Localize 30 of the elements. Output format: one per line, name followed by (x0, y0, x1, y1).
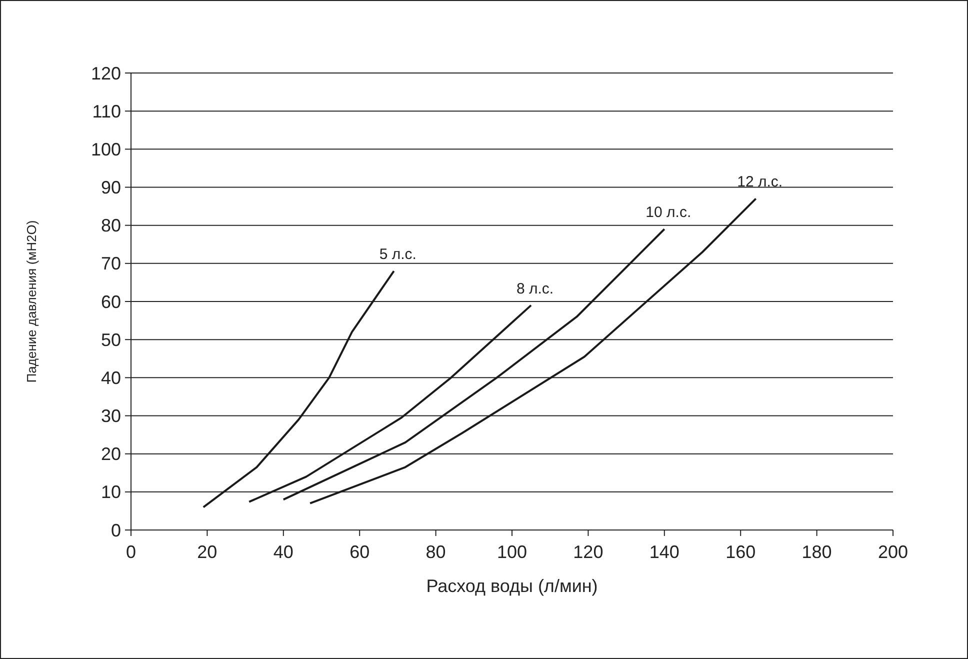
y-tick-label: 70 (100, 254, 121, 274)
y-tick-label: 50 (100, 330, 121, 350)
y-tick-label: 100 (90, 139, 121, 160)
y-tick-label: 0 (110, 520, 121, 540)
x-tick-label: 40 (273, 542, 294, 562)
y-tick-label: 10 (100, 482, 121, 502)
series-label: 5 л.с. (379, 246, 416, 264)
x-tick-label: 100 (496, 542, 528, 562)
x-axis-title: Расход воды (л/мин) (426, 576, 598, 596)
y-axis-title: Падение давления (мН2О) (24, 220, 39, 383)
x-tick-label: 200 (878, 542, 908, 562)
x-tick-label: 160 (726, 542, 756, 562)
y-tick-label: 90 (100, 178, 121, 198)
x-tick-label: 140 (649, 542, 680, 562)
y-tick-label: 110 (92, 101, 121, 122)
x-tick-label: 180 (802, 542, 832, 562)
x-tick-label: 0 (126, 542, 136, 562)
series-label: 12 л.с. (737, 174, 783, 191)
y-tick-label: 80 (100, 216, 121, 236)
y-tick-label: 120 (90, 63, 121, 84)
x-tick-label: 20 (197, 542, 218, 562)
y-tick-label: 30 (100, 406, 121, 426)
series-label: 10 л.с. (646, 204, 692, 222)
x-tick-label: 80 (426, 542, 446, 562)
y-tick-label: 60 (100, 292, 121, 312)
x-tick-label: 60 (350, 542, 370, 562)
y-tick-label: 40 (100, 368, 121, 388)
x-tick-label: 120 (573, 542, 604, 562)
series-label: 8 л.с. (516, 280, 554, 298)
y-tick-label: 20 (100, 444, 121, 464)
